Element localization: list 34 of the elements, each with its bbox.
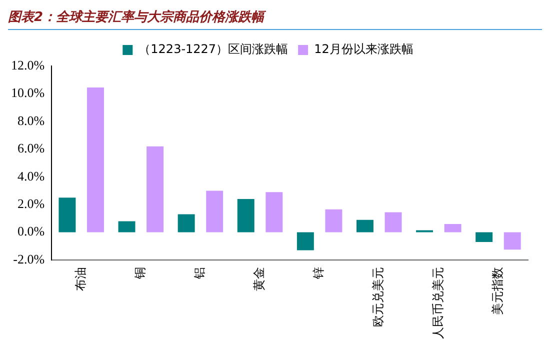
- x-tick-label: 人民币兑美元: [430, 267, 445, 339]
- y-tick-label: 0.0%: [17, 224, 45, 239]
- x-tick-label: 美元指数: [490, 267, 504, 315]
- legend-label: 12月份以来涨跌幅: [314, 42, 414, 56]
- x-tick-label: 铝: [192, 267, 207, 280]
- x-tick-label: 铜: [133, 267, 148, 280]
- x-tick-label: 锌: [312, 267, 326, 280]
- x-tick-label: 欧元兑美元: [371, 267, 386, 327]
- bar: [296, 232, 314, 250]
- bar: [266, 192, 283, 232]
- bar: [356, 220, 374, 232]
- y-tick-label: -2.0%: [13, 251, 45, 266]
- bar: [237, 199, 254, 232]
- y-tick-label: 10.0%: [10, 85, 45, 100]
- y-tick-label: 12.0%: [10, 57, 45, 72]
- x-tick-label: 黄金: [252, 267, 266, 291]
- y-tick-label: 4.0%: [17, 168, 45, 184]
- bar: [206, 190, 224, 232]
- x-tick-label: 布油: [73, 267, 88, 291]
- y-tick-label: 2.0%: [17, 196, 45, 211]
- bar: [87, 87, 104, 232]
- bar: [58, 198, 76, 232]
- y-tick-label: 8.0%: [17, 112, 45, 128]
- chart-title: 图表2：全球主要汇率与大宗商品价格涨跌幅: [8, 8, 542, 30]
- bar: [476, 232, 493, 242]
- legend-label: （1223-1227）区间涨跌幅: [138, 42, 288, 56]
- bar: [146, 146, 164, 232]
- bar: [325, 209, 342, 232]
- bar: [118, 221, 136, 232]
- bar: [178, 214, 195, 232]
- y-tick-label: 6.0%: [17, 140, 45, 156]
- bar: [444, 224, 462, 232]
- bar: [384, 212, 402, 232]
- bar: [504, 232, 521, 250]
